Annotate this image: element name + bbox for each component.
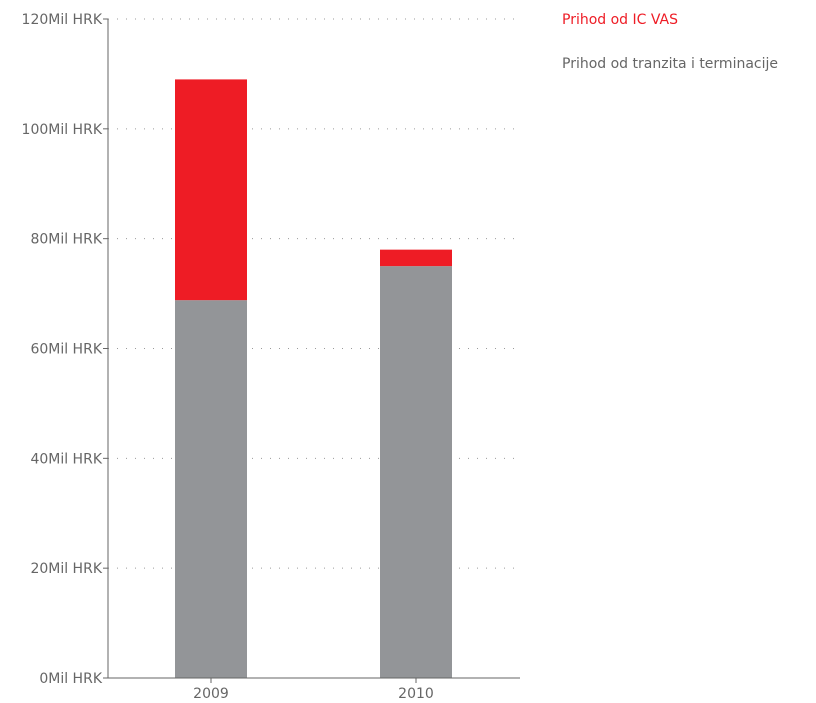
y-tick-label: 20Mil HRK bbox=[30, 561, 102, 577]
bar-segment[interactable] bbox=[380, 266, 452, 678]
y-axis: 0Mil HRK 20Mil HRK 40Mil HRK 60Mil HRK 80Mil… bbox=[22, 12, 109, 687]
bar-segment[interactable] bbox=[175, 79, 247, 301]
y-tick-label: 40Mil HRK bbox=[30, 451, 102, 467]
grid-lines bbox=[108, 18, 520, 569]
x-tick-label: 2009 bbox=[193, 686, 229, 702]
y-tick-label: 120Mil HRK bbox=[22, 12, 103, 28]
y-tick-label: 0Mil HRK bbox=[39, 671, 102, 687]
legend-item-ic-vas[interactable]: Prihod od IC VAS bbox=[562, 12, 679, 28]
x-tick-label: 2010 bbox=[398, 686, 434, 702]
legend: Prihod od IC VAS Prihod od tranzita i te… bbox=[562, 10, 778, 74]
bars bbox=[175, 79, 452, 678]
x-axis: 2009 2010 bbox=[108, 677, 520, 702]
y-tick-label: 60Mil HRK bbox=[30, 342, 102, 358]
bar-segment[interactable] bbox=[380, 249, 452, 267]
legend-item-tranzit[interactable]: Prihod od tranzita i terminacije bbox=[562, 56, 778, 72]
y-tick-label: 100Mil HRK bbox=[22, 122, 103, 138]
y-tick-label: 80Mil HRK bbox=[30, 232, 102, 248]
bar-segment[interactable] bbox=[175, 300, 247, 678]
